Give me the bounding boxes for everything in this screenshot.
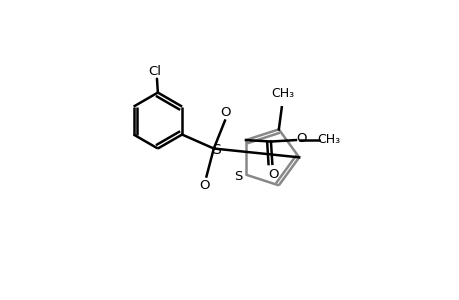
- Text: Cl: Cl: [148, 65, 161, 78]
- Text: CH₃: CH₃: [316, 133, 339, 146]
- Text: O: O: [220, 106, 230, 119]
- Text: S: S: [234, 169, 242, 183]
- Text: O: O: [296, 132, 307, 145]
- Text: O: O: [199, 179, 210, 192]
- Text: O: O: [268, 168, 278, 181]
- Text: S: S: [211, 143, 220, 157]
- Text: CH₃: CH₃: [270, 87, 294, 100]
